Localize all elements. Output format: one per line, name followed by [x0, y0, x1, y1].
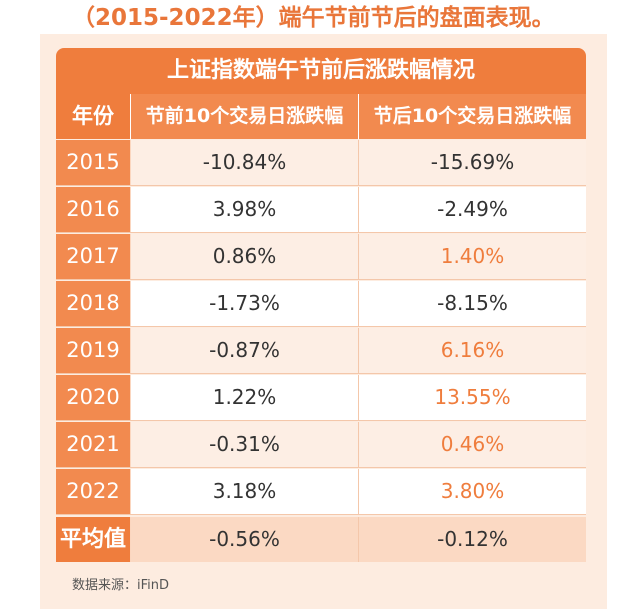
row-divider	[56, 420, 586, 421]
row-before-change: 1.22%	[131, 375, 359, 420]
row-before-change: -0.87%	[131, 328, 359, 373]
row-after-change: -2.49%	[359, 187, 586, 232]
row-year: 2016	[56, 187, 131, 232]
table-row: 2017 0.86% 1.40%	[56, 234, 586, 279]
row-divider	[56, 279, 586, 280]
row-after-change: 3.80%	[359, 469, 586, 514]
row-before-change: -0.31%	[131, 422, 359, 467]
row-before-change: 0.86%	[131, 234, 359, 279]
row-after-change: -8.15%	[359, 281, 586, 326]
average-row: 平均值 -0.56% -0.12%	[56, 517, 586, 562]
table-row: 2020 1.22% 13.55%	[56, 375, 586, 420]
table-row: 2022 3.18% 3.80%	[56, 469, 586, 514]
table-title: 上证指数端午节前后涨跌幅情况	[56, 48, 586, 94]
row-divider	[56, 185, 586, 186]
row-before-change: -1.73%	[131, 281, 359, 326]
header-before: 节前10个交易日涨跌幅	[131, 94, 359, 139]
table-row: 2018 -1.73% -8.15%	[56, 281, 586, 326]
row-before-change: 3.18%	[131, 469, 359, 514]
row-divider	[56, 514, 586, 515]
table-row: 2019 -0.87% 6.16%	[56, 328, 586, 373]
data-source-note: 数据来源：iFinD	[72, 578, 170, 593]
row-after-change: 0.46%	[359, 422, 586, 467]
row-year: 2020	[56, 375, 131, 420]
row-year: 2019	[56, 328, 131, 373]
row-after-change: 6.16%	[359, 328, 586, 373]
row-divider	[56, 467, 586, 468]
row-year: 2015	[56, 140, 131, 185]
header-year: 年份	[56, 94, 131, 139]
average-after: -0.12%	[359, 517, 586, 562]
row-year: 2018	[56, 281, 131, 326]
row-year: 2017	[56, 234, 131, 279]
row-before-change: -10.84%	[131, 140, 359, 185]
table-header-row: 年份 节前10个交易日涨跌幅 节后10个交易日涨跌幅	[56, 94, 586, 139]
header-after: 节后10个交易日涨跌幅	[359, 94, 586, 139]
row-after-change: 13.55%	[359, 375, 586, 420]
row-after-change: 1.40%	[359, 234, 586, 279]
data-card: 上证指数端午节前后涨跌幅情况 年份 节前10个交易日涨跌幅 节后10个交易日涨跌…	[40, 34, 607, 609]
row-before-change: 3.98%	[131, 187, 359, 232]
table-row: 2015 -10.84% -15.69%	[56, 140, 586, 185]
heading: （2015-2022年）端午节前节后的盘面表现。	[72, 5, 555, 31]
row-year: 2021	[56, 422, 131, 467]
average-label: 平均值	[56, 517, 131, 562]
row-after-change: -15.69%	[359, 140, 586, 185]
row-year: 2022	[56, 469, 131, 514]
row-divider	[56, 232, 586, 233]
table-row: 2016 3.98% -2.49%	[56, 187, 586, 232]
average-before: -0.56%	[131, 517, 359, 562]
table-row: 2021 -0.31% 0.46%	[56, 422, 586, 467]
row-divider	[56, 373, 586, 374]
row-divider	[56, 326, 586, 327]
